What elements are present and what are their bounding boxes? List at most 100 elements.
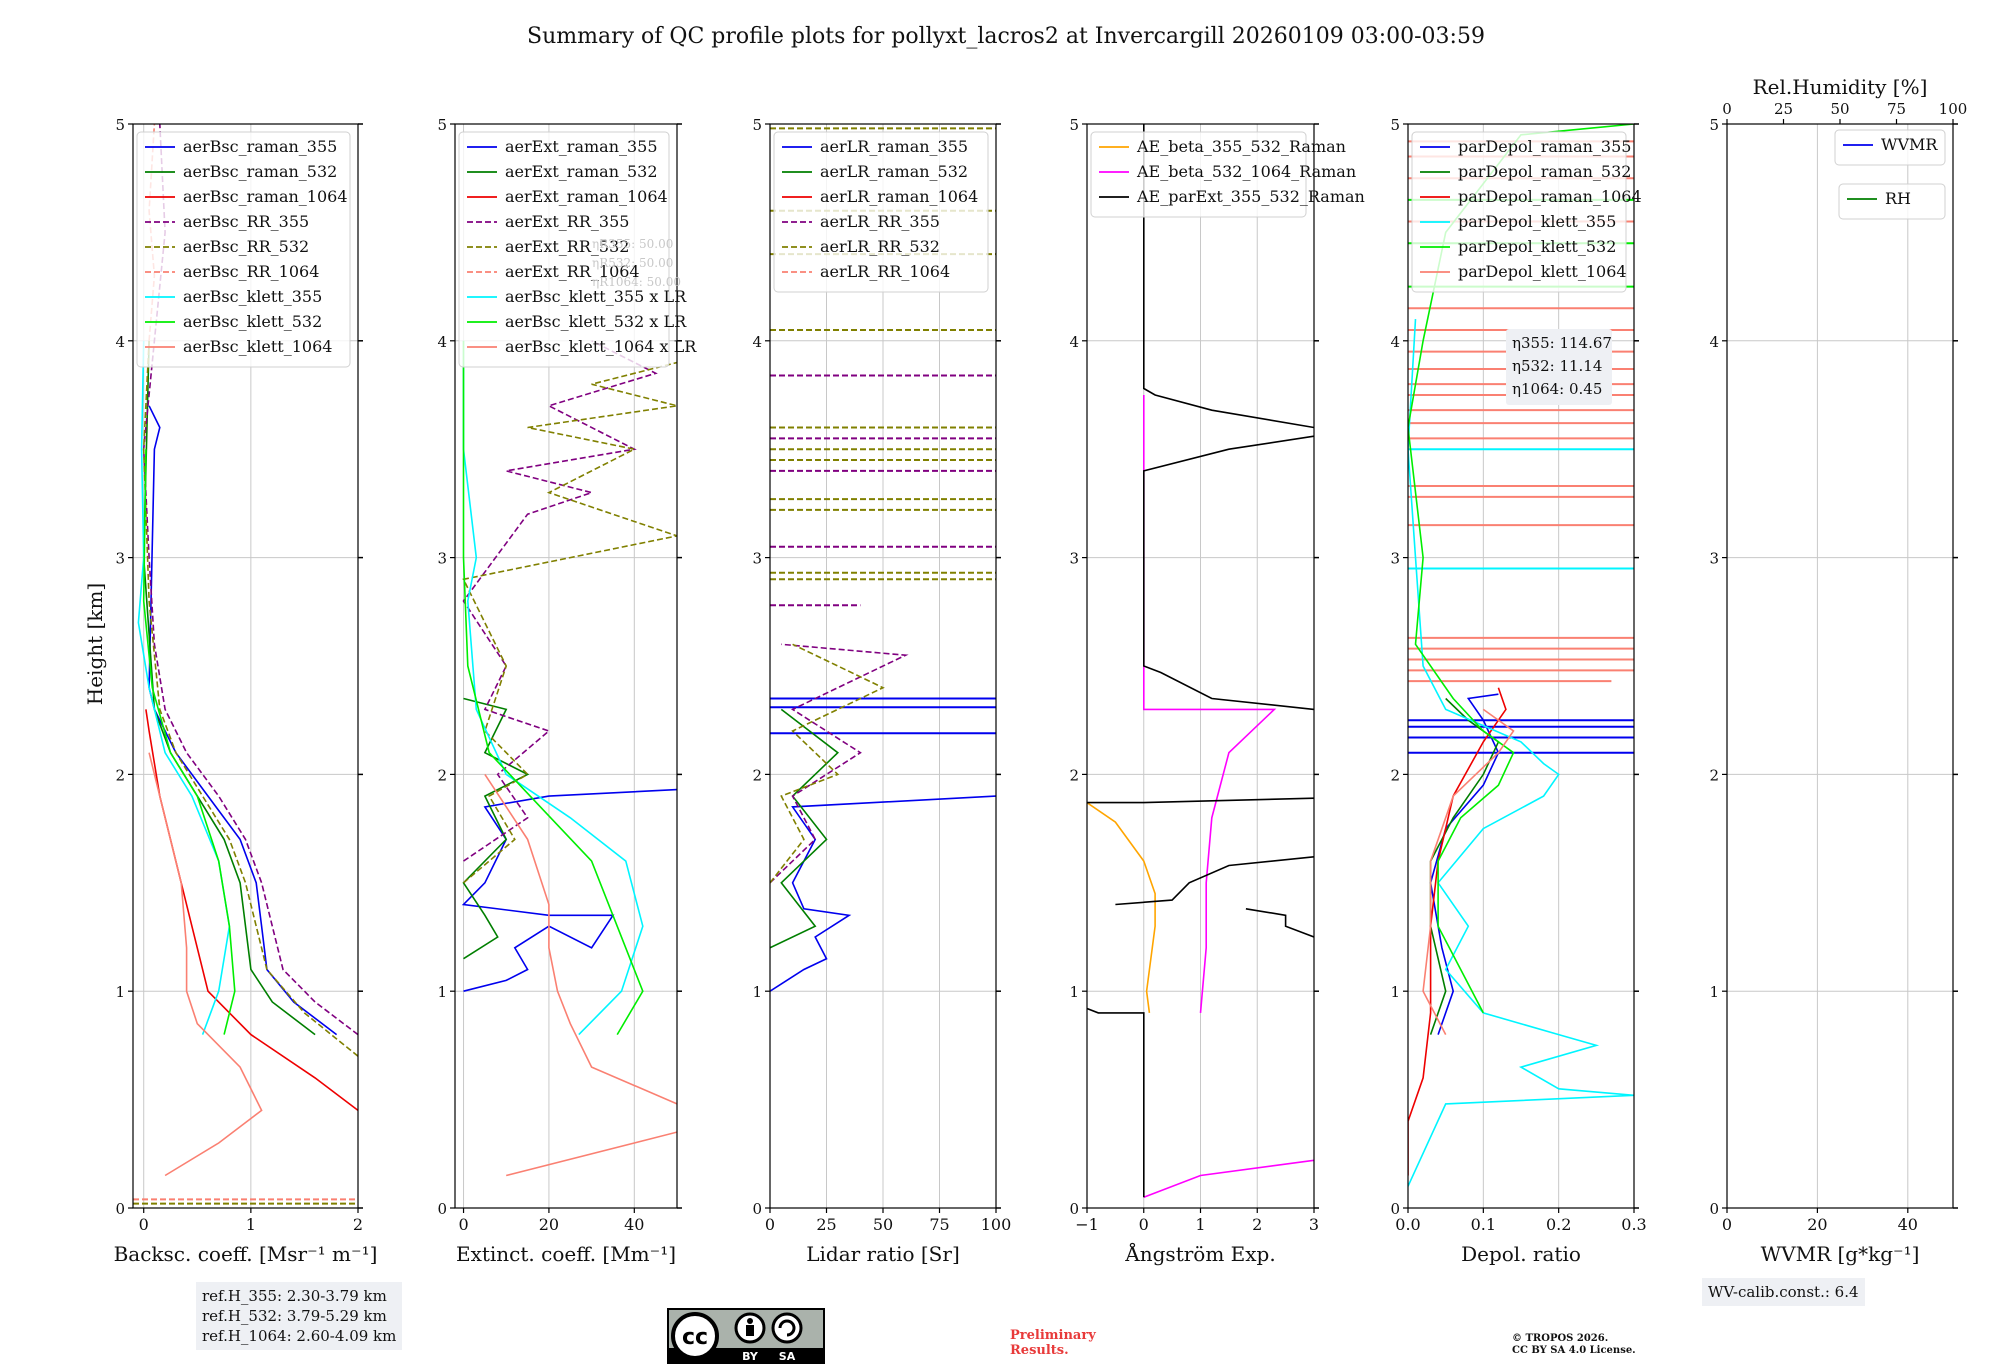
legend-label: aerExt_RR_1064: [505, 262, 640, 281]
legend-label: aerLR_RR_1064: [820, 262, 950, 281]
eta-frame: [1506, 329, 1612, 405]
y-tick-label: 2: [1709, 766, 1719, 784]
y-tick-label: 1: [1069, 983, 1079, 1001]
x-tick-label: 1: [246, 1215, 256, 1234]
x-tick-label: 0.3: [1621, 1215, 1646, 1234]
y-tick-label: 1: [115, 983, 125, 1001]
y-tick-label: 4: [115, 333, 125, 351]
y-tick-label: 4: [437, 333, 447, 351]
legend-frame: [773, 131, 989, 293]
x-tick-label: 0: [765, 1215, 775, 1234]
panel-depol: 0.0 0.1 0.2 0.3 0 1 2 3 4 5 Depol. ratio parDepol_r…: [1390, 116, 1646, 1266]
legend-label: AE_beta_532_1064_Raman: [1136, 162, 1356, 181]
legend-frame: [1834, 129, 1946, 166]
legend: aerLR_raman_355 aerLR_raman_532 aerLR_rama…: [773, 131, 989, 293]
preliminary-line-1: Preliminary: [1010, 1328, 1096, 1343]
series-aerext-rr-355: [462, 340, 658, 862]
series-ae-beta-532-1064-raman-b: [1143, 395, 1277, 1013]
legend-label: aerExt_RR_355: [505, 212, 629, 231]
legend-rh: RH: [1838, 183, 1946, 220]
eta-value: η355: 114.67: [1512, 334, 1612, 352]
legend-label: aerLR_raman_355: [820, 137, 968, 156]
top-x-tick-label: 75: [1887, 100, 1906, 118]
y-tick-label: 3: [1069, 550, 1079, 568]
by-text: BY: [742, 1350, 759, 1363]
y-tick-label: 5: [1709, 116, 1719, 134]
y-tick-label: 1: [752, 983, 762, 1001]
x-tick-label: −1: [1075, 1215, 1099, 1234]
legend-label: aerLR_RR_355: [820, 212, 940, 231]
y-tick-label: 0: [115, 1200, 125, 1218]
series-aerext-raman-355: [461, 788, 677, 992]
y-tick-label: 4: [1069, 333, 1079, 351]
legend-label: aerBsc_RR_355: [183, 212, 309, 231]
series-aerext-rr-532: [462, 361, 677, 884]
x-tick-label: 0.2: [1546, 1215, 1571, 1234]
series-pardepol-raman-355: [1429, 693, 1500, 1035]
y-tick-label: 0: [1390, 1200, 1400, 1218]
top-x-tick-label: 100: [1939, 100, 1968, 118]
series-aerlr-raman-355: [770, 795, 996, 992]
y-tick-label: 0: [437, 1200, 447, 1218]
series-aerbsc-raman-1064: [145, 709, 358, 1112]
gridlines: [1086, 123, 1315, 1209]
x-axis-label: Ångström Exp.: [1124, 1241, 1275, 1266]
y-tick-label: 2: [115, 766, 125, 784]
y-tick-label: 2: [1390, 766, 1400, 784]
legend-label: aerBsc_raman_355: [183, 137, 337, 156]
top-x-tick-label: 0: [1722, 100, 1732, 118]
x-tick-label: 75: [929, 1215, 949, 1234]
legend-label: aerBsc_klett_532 x LR: [505, 312, 687, 331]
series-ae-parext-355-532-raman-c: [1115, 856, 1314, 906]
y-tick-label: 0: [1709, 1200, 1719, 1218]
axes-frame: [132, 123, 359, 1209]
x-tick-label: 2: [353, 1215, 363, 1234]
series-ae-parext-355-532-raman-f: [1143, 124, 1314, 429]
cc-text: cc: [682, 1325, 708, 1350]
x-tick-label: 0: [458, 1215, 468, 1234]
x-tick-label: 40: [624, 1215, 644, 1234]
series-aerbsc-klett-1064-x-lr-b: [484, 773, 677, 1105]
series-aerbsc-klett-355-x-lr: [462, 340, 644, 1036]
wv-calibration-box: WV-calib.const.: 6.4: [1702, 1278, 1865, 1306]
eta-box: η355: 114.67 η532: 11.14 η1064: 0.45: [1506, 329, 1612, 405]
legend-label: aerExt_raman_532: [505, 162, 658, 181]
figure-title: Summary of QC profile plots for pollyxt_…: [527, 24, 1485, 49]
y-tick-label: 1: [1390, 983, 1400, 1001]
sa-text: SA: [779, 1350, 796, 1363]
legend-label: parDepol_raman_1064: [1458, 187, 1642, 206]
x-tick-label: 3: [1309, 1215, 1319, 1234]
series-aerbsc-rr-532: [142, 340, 358, 1057]
series-pardepol-raman-1064: [1408, 687, 1507, 1176]
legend-label: parDepol_raman_355: [1458, 137, 1631, 156]
x-tick-label: 0: [139, 1215, 149, 1234]
x-tick-label: 0: [1722, 1215, 1732, 1234]
legend-frame: [1838, 183, 1946, 220]
series-ae-beta-532-1064-raman: [1143, 1159, 1314, 1198]
legend-label: aerLR_raman_532: [820, 162, 968, 181]
legend-label: parDepol_raman_532: [1458, 162, 1631, 181]
gridlines: [1726, 123, 1953, 1209]
legend: aerExt_raman_355 aerExt_raman_532 aerExt_r…: [458, 131, 697, 368]
series-aerext-raman-532: [462, 697, 530, 960]
legend-label: aerLR_raman_1064: [820, 187, 978, 206]
series-aerbsc-rr-355: [142, 124, 358, 1036]
x-axis-label: Depol. ratio: [1461, 1242, 1581, 1266]
y-tick-label: 1: [437, 983, 447, 1001]
legend-wvmr: WVMR: [1834, 129, 1946, 166]
series-pardepol-klett-1064: [1422, 708, 1515, 1035]
y-tick-label: 3: [437, 550, 447, 568]
y-tick-label: 2: [437, 766, 447, 784]
x-tick-label: 20: [1807, 1215, 1827, 1234]
axes-frame: [1407, 123, 1635, 1209]
data-lines: [1087, 124, 1314, 1198]
y-tick-label: 3: [1709, 550, 1719, 568]
series-aerbsc-raman-355: [148, 405, 338, 1036]
axes-frame: [1726, 123, 1954, 1209]
x-tick-label: 1: [1195, 1215, 1205, 1234]
ghost-eta-text: ηR355: 50.00: [592, 237, 673, 251]
series-aerbsc-raman-532: [142, 340, 316, 1036]
y-tick-label: 4: [1709, 333, 1719, 351]
x-tick-label: 100: [981, 1215, 1012, 1234]
y-tick-label: 0: [1069, 1200, 1079, 1218]
